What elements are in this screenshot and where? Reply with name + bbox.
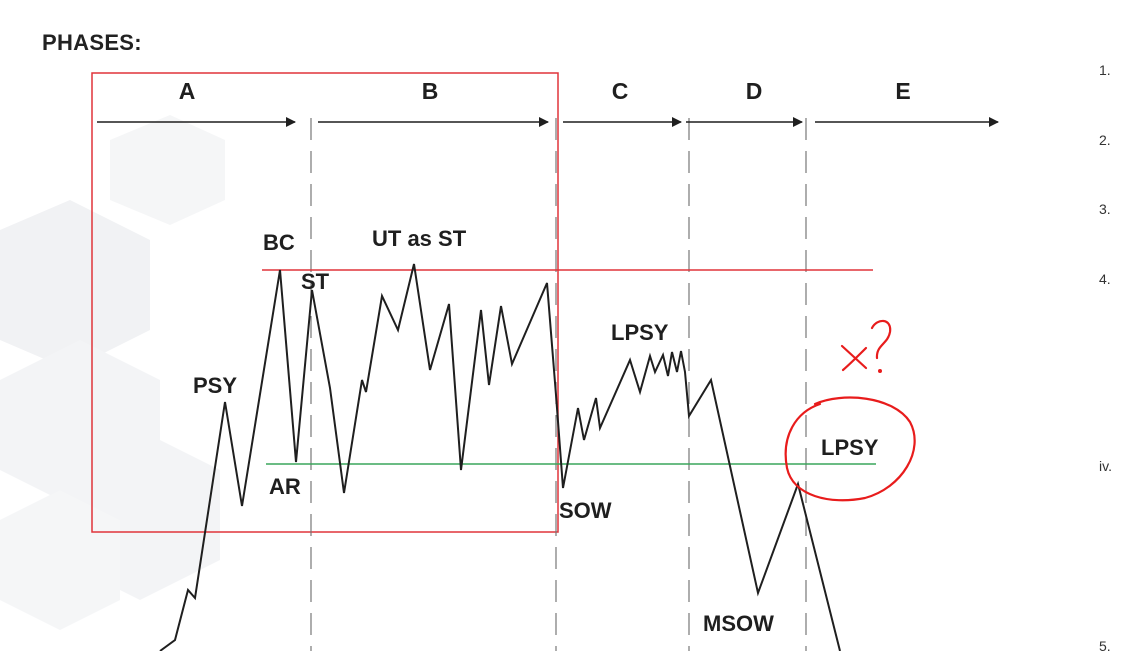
phase-label-e: E [895,78,910,104]
event-label-lpsy-d: LPSY [821,435,879,460]
phase-label-c: C [612,78,629,104]
event-label-lpsy-c: LPSY [611,320,669,345]
list-marker-4: 4. [1099,271,1111,287]
price-path [159,263,841,651]
list-marker-2: 2. [1099,132,1111,148]
page-heading: PHASES: [42,30,142,55]
annotation-circle [784,396,916,502]
list-marker-5: 5. [1099,638,1111,654]
event-label-sow: SOW [559,498,612,523]
highlight-box [91,72,559,533]
phase-label-a: A [179,78,196,104]
phase-label-d: D [746,78,763,104]
phase-label-b: B [422,78,439,104]
event-label-ar: AR [269,474,301,499]
list-marker-iv: iv. [1099,458,1112,474]
event-label-st: ST [301,269,330,294]
list-marker-3: 3. [1099,201,1111,217]
list-marker-1: 1. [1099,62,1111,78]
event-label-msow: MSOW [703,611,774,636]
event-label-ut: UT as ST [372,226,467,251]
annotation-mark [840,319,892,373]
event-label-psy: PSY [193,373,237,398]
event-label-bc: BC [263,230,295,255]
